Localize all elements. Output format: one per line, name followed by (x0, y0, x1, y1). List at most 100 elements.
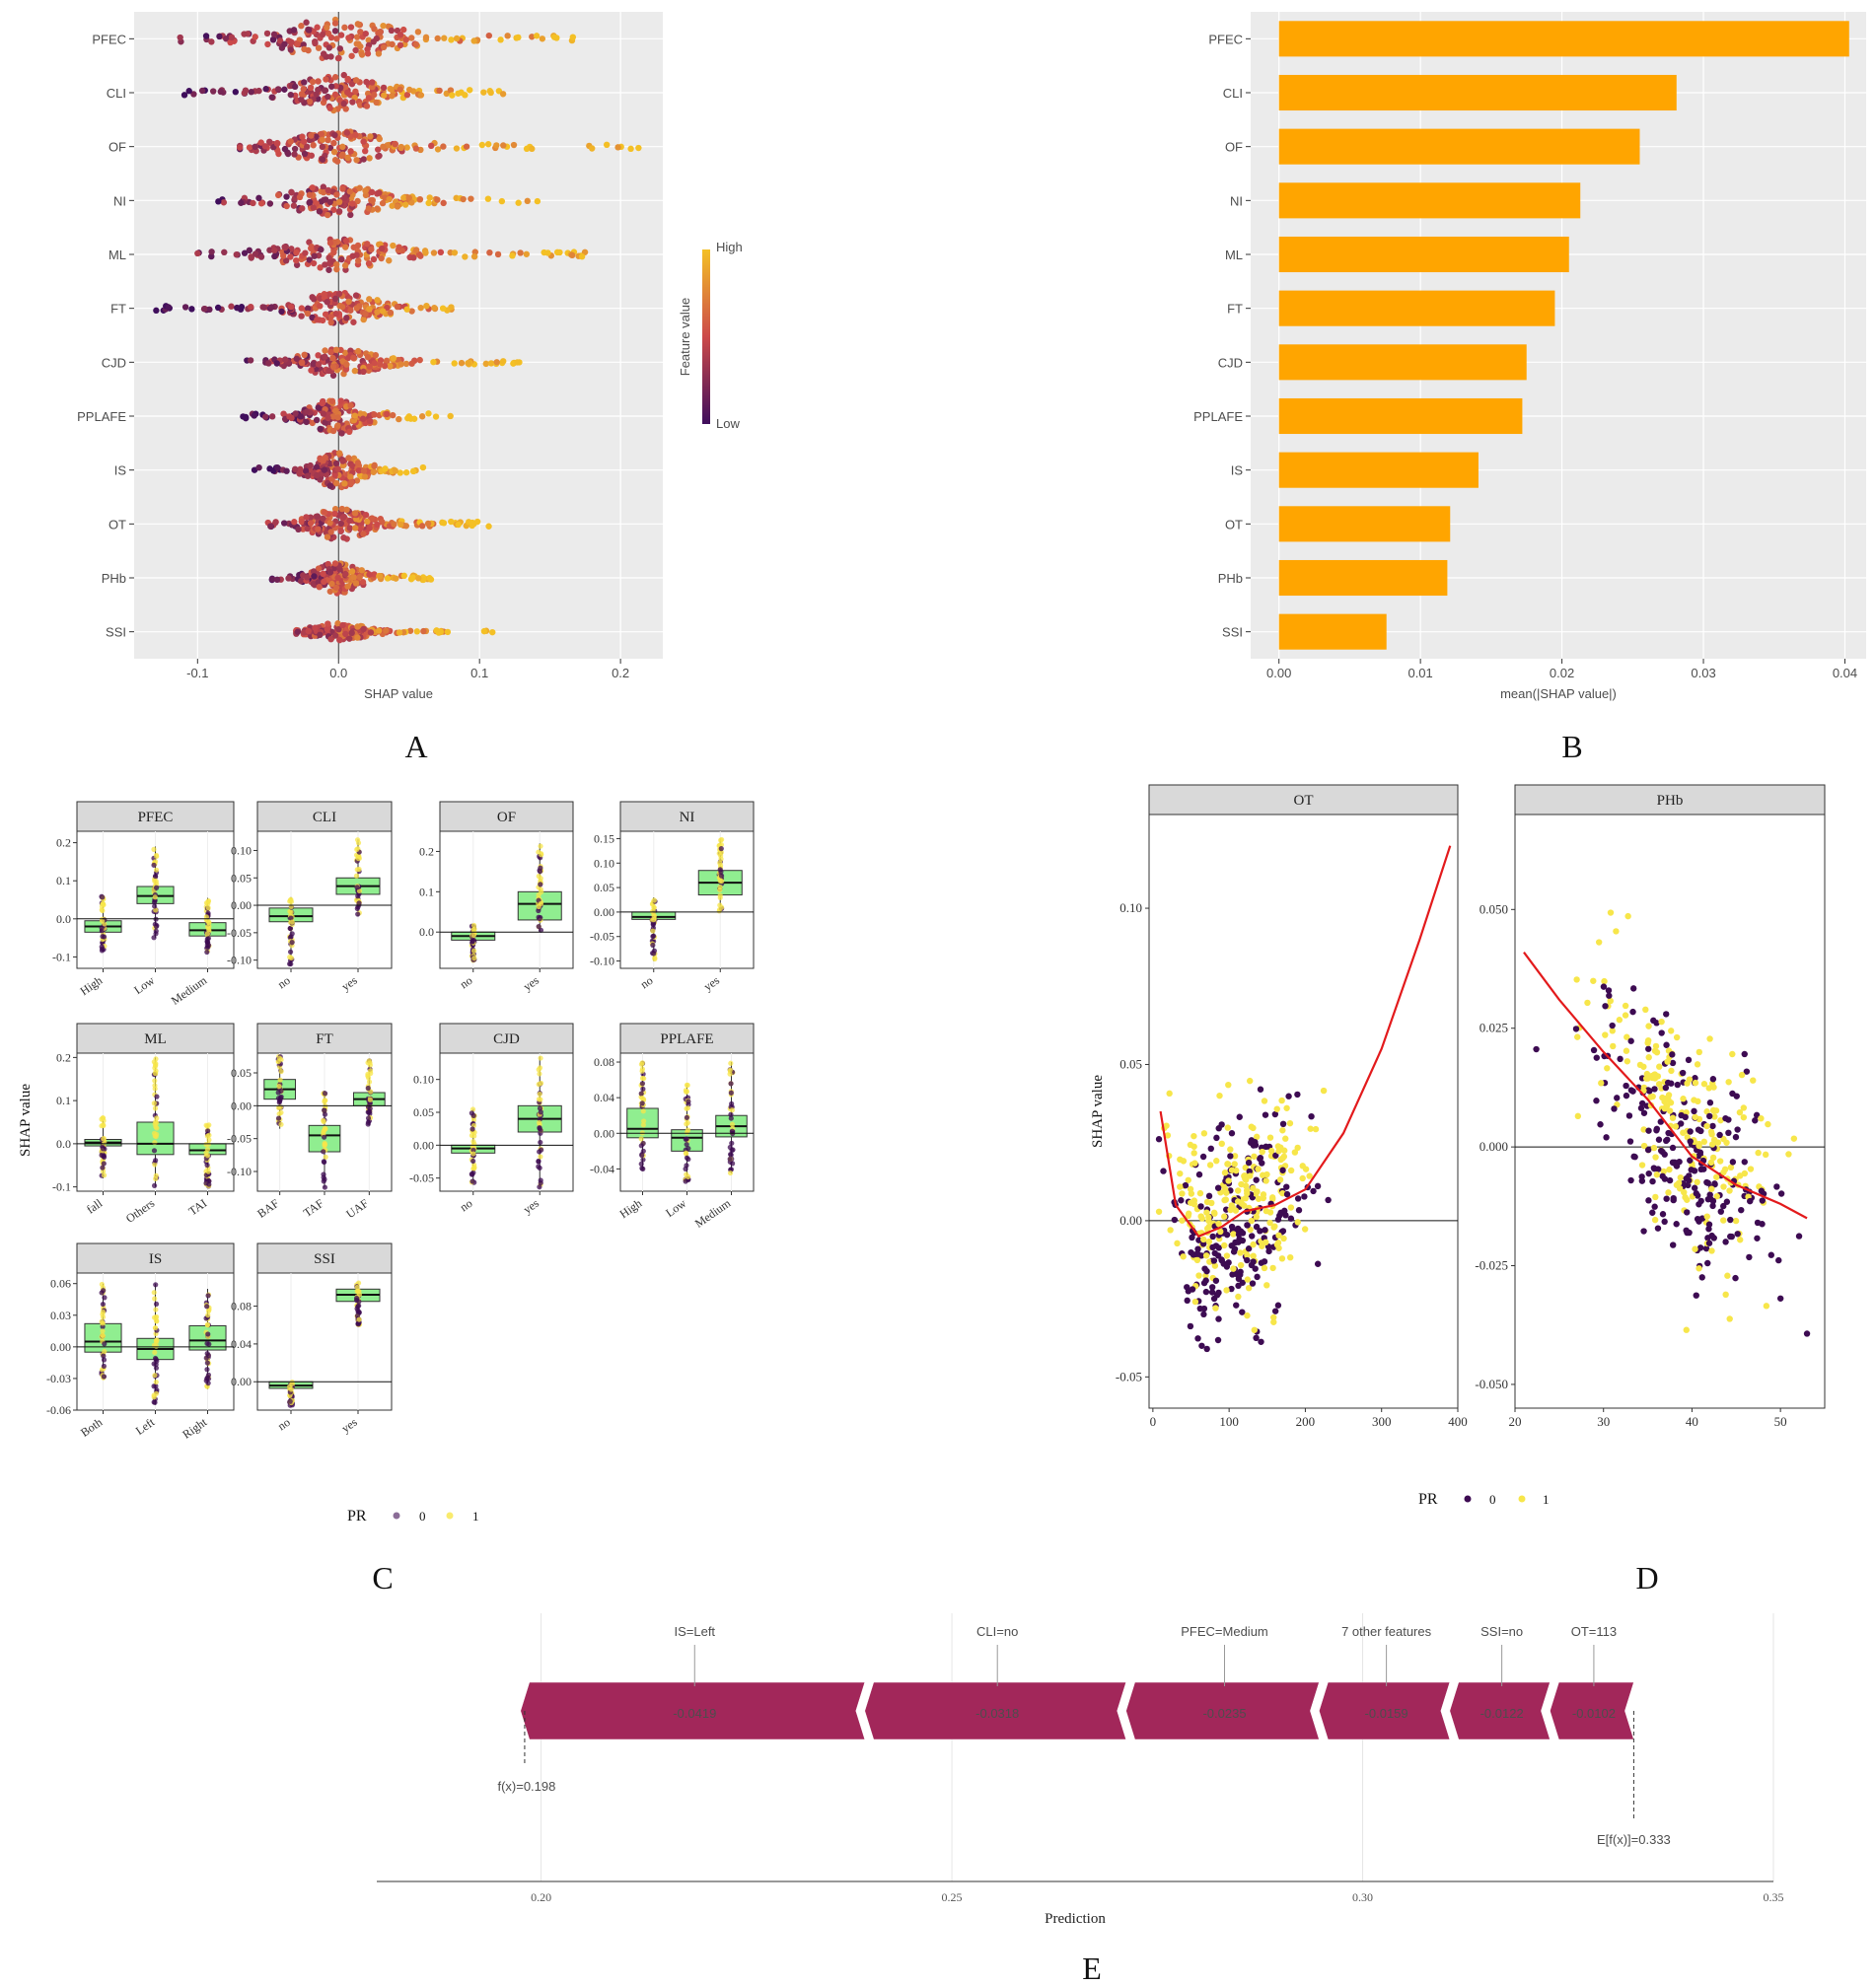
dependence-point (1645, 1127, 1652, 1134)
dependence-point (1299, 1174, 1306, 1182)
dependence-point (1262, 1227, 1268, 1234)
segment-feature: OT=113 (1571, 1624, 1617, 1639)
swarm-point (297, 465, 304, 473)
box-point (355, 855, 361, 862)
box-point (355, 840, 362, 846)
segment-feature: 7 other features (1341, 1624, 1432, 1639)
swarm-point (327, 319, 334, 326)
dependence-point (1725, 1129, 1732, 1137)
dependence-point (1235, 1293, 1242, 1301)
dependence-point (1704, 1179, 1711, 1186)
dependence-point (1244, 1312, 1251, 1319)
box-point (366, 1109, 372, 1115)
dependence-point (1703, 1213, 1710, 1220)
box-point (154, 1358, 160, 1364)
box-point (471, 1166, 477, 1171)
tick-label-x: 0.0 (329, 666, 347, 680)
swarm-point (332, 260, 340, 268)
swarm-point (317, 264, 324, 271)
swarm-point (336, 45, 344, 52)
swarm-point (345, 455, 352, 461)
box-point (153, 923, 160, 930)
dependence-point (1249, 1233, 1256, 1240)
box-point (100, 894, 106, 900)
dependence-point (1747, 1166, 1755, 1172)
dependence-point (1259, 1148, 1265, 1156)
swarm-point (311, 252, 318, 259)
swarm-point (352, 580, 360, 587)
swarm-point (374, 521, 381, 529)
swarm-point (515, 34, 522, 41)
swarm-point (404, 414, 411, 422)
swarm-point (340, 513, 347, 521)
swarm-point (312, 39, 319, 47)
swarm-point (347, 347, 354, 354)
legend-key-0 (393, 1512, 400, 1520)
box-point (204, 1367, 210, 1373)
box-point (153, 1133, 159, 1140)
swarm-point (310, 568, 318, 575)
swarm-point (489, 628, 496, 636)
swarm-point (374, 309, 381, 316)
swarm-point (314, 513, 322, 520)
swarm-point (328, 580, 335, 588)
swarm-point (310, 204, 317, 211)
box-point (153, 907, 159, 913)
swarm-point (299, 133, 306, 140)
dependence-point (1265, 1247, 1272, 1255)
box-point (728, 1081, 734, 1087)
box-point (538, 1109, 543, 1115)
swarm-point (340, 71, 347, 79)
dependence-point (1685, 1056, 1693, 1064)
swarm-point (331, 510, 338, 518)
swarm-point (416, 195, 424, 203)
bar-pfec (1278, 21, 1849, 57)
feature-label: PFEC (92, 32, 126, 46)
dependence-point (1266, 1219, 1273, 1227)
box-point (152, 1070, 158, 1077)
dependence-point (1664, 1079, 1672, 1087)
box-point (685, 1173, 691, 1179)
dependence-point (1214, 1336, 1222, 1344)
swarm-point (356, 102, 364, 108)
dependence-point (1247, 1172, 1254, 1179)
tick-label-y: 0.00 (231, 1375, 252, 1388)
segment-value: -0.0102 (1572, 1706, 1616, 1721)
dependence-point (1655, 1081, 1663, 1088)
box-point (536, 1097, 542, 1102)
swarm-point (332, 584, 340, 592)
box-point (640, 1108, 646, 1114)
dependence-point (1684, 1196, 1691, 1203)
dependence-point (1261, 1098, 1268, 1104)
feature-label: PPLAFE (77, 409, 126, 424)
dependence-point (1658, 1018, 1665, 1026)
tick-label-y: 0.0 (56, 912, 71, 926)
feature-label: OF (108, 140, 126, 155)
facet-strip (256, 1242, 393, 1274)
dependence-point (1725, 1079, 1732, 1086)
swarm-point (247, 357, 254, 364)
dependence-point (1726, 1187, 1733, 1194)
dependence-point (1287, 1167, 1295, 1174)
box-point (728, 1090, 734, 1096)
dependence-point (1233, 1167, 1240, 1174)
dependence-point (1212, 1305, 1219, 1312)
dependence-point (1720, 1169, 1727, 1176)
dependence-point (1236, 1113, 1243, 1120)
swarm-point (439, 305, 447, 312)
swarm-point (185, 88, 192, 95)
dependence-point (1773, 1183, 1780, 1190)
box-point (640, 1148, 646, 1154)
tick-label-y: 0.10 (594, 856, 614, 870)
tick-label-x: 0.03 (1691, 666, 1715, 680)
tick-label-x: 400 (1448, 1414, 1468, 1429)
dependence-point (1200, 1311, 1207, 1318)
box-point (685, 1099, 691, 1104)
swarm-point (331, 505, 339, 513)
box-point (203, 914, 209, 920)
swarm-point (291, 145, 299, 153)
dependence-point (1754, 1235, 1761, 1241)
swarm-point (335, 198, 343, 206)
dependence-point (1645, 1170, 1652, 1177)
